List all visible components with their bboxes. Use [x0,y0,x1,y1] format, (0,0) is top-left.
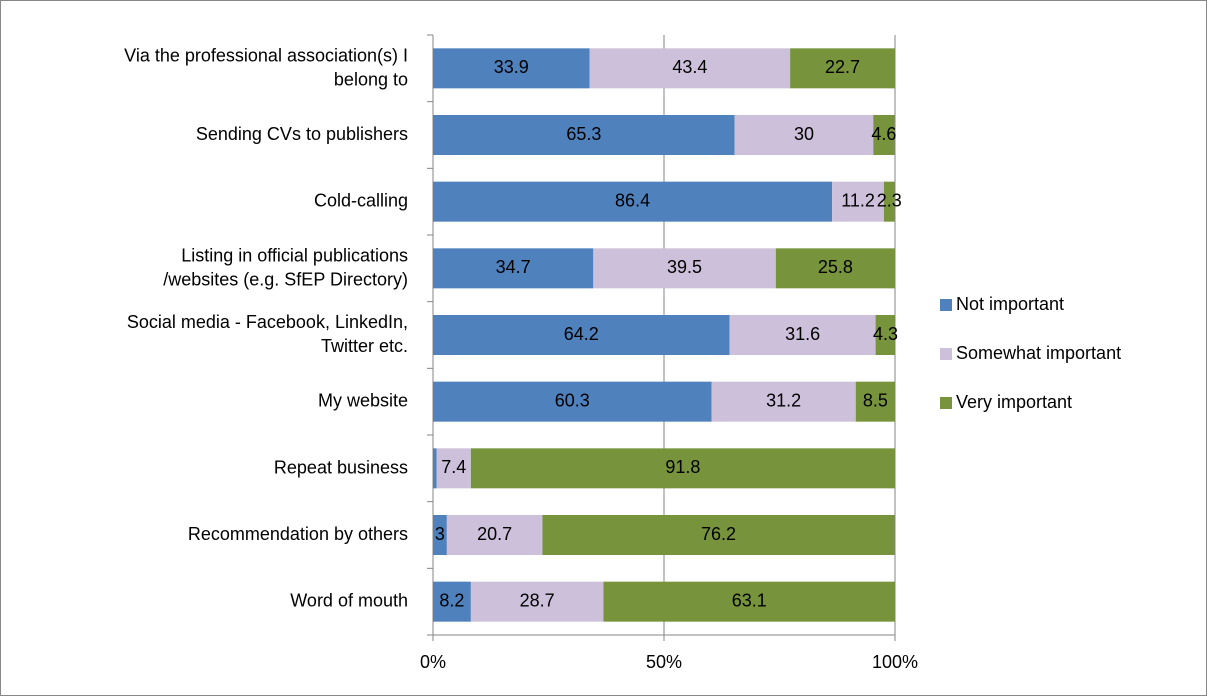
bar-segment [734,115,874,155]
bar-segment [433,381,712,422]
x-tick-label: 0% [420,652,446,672]
data-label: 8.2 [439,590,464,610]
data-label: 25.8 [818,257,853,277]
legend-label: Not important [956,294,1064,314]
data-label: 11.2 [841,190,875,210]
bar-segment [775,248,895,289]
category-label: Social media - Facebook, LinkedIn, Twitte… [127,312,408,356]
bar-segment [433,181,833,222]
data-label: 4.3 [873,324,898,344]
legend-label: Somewhat important [956,343,1121,363]
category-label: Repeat business [274,457,408,477]
data-label: 91.8 [665,457,700,477]
x-tick-label: 50% [646,652,682,672]
bar-segment [470,448,895,489]
bar-segment [729,315,876,355]
data-label: 7.4 [441,457,466,477]
bar-segment [542,515,895,555]
bar-segment [433,315,730,355]
bar-segment [433,581,471,622]
bar-segment [832,181,884,222]
category-label: Cold-calling [314,190,408,210]
bar-segment [433,448,437,489]
data-label: 43.4 [672,57,707,77]
bar-segment [470,581,604,622]
data-label: 34.7 [496,257,531,277]
bar-segment [446,515,543,555]
category-label: Recommendation by others [188,524,408,544]
bar-segment [883,181,895,222]
data-label: 28.7 [520,590,555,610]
category-label: Sending CVs to publishers [196,124,408,144]
data-label: 2.3 [877,190,902,210]
category-label: My website [318,390,408,410]
bar-segment [436,448,471,489]
bar-segment [603,581,895,622]
bar-segment [711,381,856,422]
legend-label: Very important [956,392,1072,412]
legend-swatch [940,299,952,311]
bar-segment [855,381,895,422]
bar-segment [589,48,791,89]
data-label: 30 [794,124,814,144]
bar-segment [790,48,895,89]
data-label: 3 [435,524,445,544]
legend-swatch [940,397,952,409]
data-label: 76.2 [701,524,736,544]
bar-segment [873,115,895,155]
data-label: 8.5 [863,390,888,410]
category-label: Listing in official publications/website… [163,245,408,289]
category-label: Word of mouth [290,590,408,610]
data-label: 4.6 [871,124,896,144]
data-label: 86.4 [615,190,650,210]
legend-swatch [940,348,952,360]
data-label: 65.3 [566,124,601,144]
bar-segment [433,48,590,89]
data-label: 60.3 [555,390,590,410]
data-label: 31.6 [785,324,820,344]
x-tick-label: 100% [872,652,918,672]
data-label: 20.7 [477,524,512,544]
bar-segment [433,248,594,289]
bar-segment [593,248,776,289]
bar-segment [433,115,735,155]
data-label: 63.1 [732,590,767,610]
data-label: 31.2 [766,390,801,410]
bar-segment [875,315,896,355]
data-label: 22.7 [825,57,860,77]
data-label: 64.2 [564,324,599,344]
data-label: 33.9 [494,57,529,77]
data-label: 39.5 [667,257,702,277]
bar-segment [433,515,447,555]
